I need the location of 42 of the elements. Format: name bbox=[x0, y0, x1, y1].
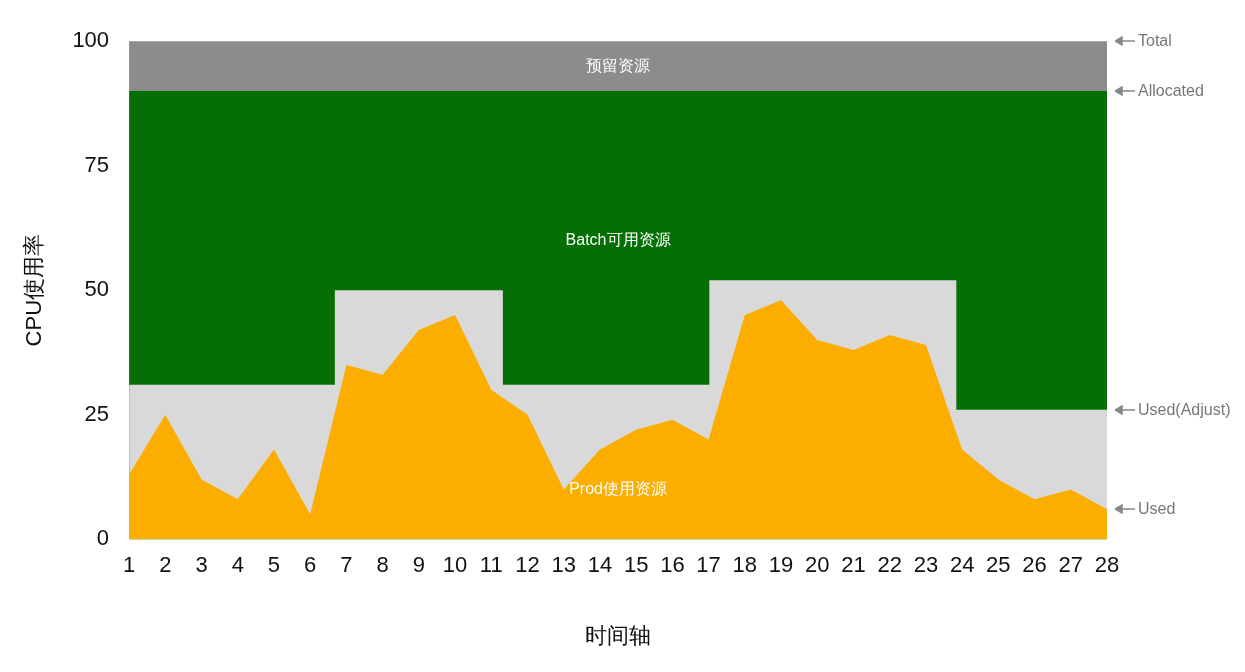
x-tick-label: 14 bbox=[587, 552, 613, 578]
x-tick-label: 22 bbox=[877, 552, 902, 578]
text: Used bbox=[1138, 500, 1176, 519]
series-label: Prod使用资源 bbox=[569, 479, 667, 497]
x-tick-label: 25 bbox=[986, 552, 1011, 578]
x-tick-label: 26 bbox=[1022, 552, 1047, 578]
band-label: Batch可用资源 bbox=[565, 230, 671, 248]
x-tick-label: 10 bbox=[442, 552, 468, 578]
x-tick-label: 27 bbox=[1058, 552, 1084, 578]
x-tick-label: 6 bbox=[304, 552, 317, 578]
x-tick-label: 11 bbox=[479, 552, 503, 578]
x-tick-label: 9 bbox=[412, 552, 425, 578]
x-tick-label: 7 bbox=[340, 552, 353, 578]
text: Used(Adjust) bbox=[1138, 400, 1231, 419]
x-tick-label: 28 bbox=[1094, 552, 1120, 578]
x-tick-label: 24 bbox=[949, 552, 975, 578]
x-tick-label: 20 bbox=[805, 552, 830, 578]
x-tick-label: 2 bbox=[159, 552, 172, 578]
x-tick-label: 17 bbox=[696, 552, 721, 578]
text: Allocated bbox=[1138, 82, 1204, 100]
y-tick-label: 0 bbox=[96, 525, 110, 551]
y-axis-title: CPU使用率 bbox=[21, 233, 47, 347]
x-tick-label: 15 bbox=[623, 552, 649, 578]
x-tick-label: 5 bbox=[267, 552, 281, 578]
text: Total bbox=[1138, 32, 1172, 51]
x-tick-label: 3 bbox=[195, 552, 208, 578]
y-tick-label: 75 bbox=[84, 151, 110, 177]
x-tick-label: 8 bbox=[376, 552, 389, 578]
x-tick-label: 1 bbox=[122, 552, 136, 578]
y-tick-label: 100 bbox=[72, 27, 110, 53]
x-tick-label: 18 bbox=[732, 552, 758, 578]
x-tick-label: 12 bbox=[515, 552, 540, 578]
x-axis-title: 时间轴 bbox=[585, 622, 652, 648]
band-label: 预留资源 bbox=[586, 56, 651, 74]
x-tick-label: 13 bbox=[551, 552, 576, 578]
y-tick-label: 25 bbox=[84, 400, 110, 426]
x-tick-label: 21 bbox=[841, 552, 866, 578]
y-tick-label: 50 bbox=[84, 276, 110, 302]
x-tick-label: 4 bbox=[231, 552, 244, 578]
x-tick-label: 16 bbox=[660, 552, 685, 578]
x-tick-label: 23 bbox=[913, 552, 939, 578]
x-tick-label: 19 bbox=[768, 552, 794, 578]
